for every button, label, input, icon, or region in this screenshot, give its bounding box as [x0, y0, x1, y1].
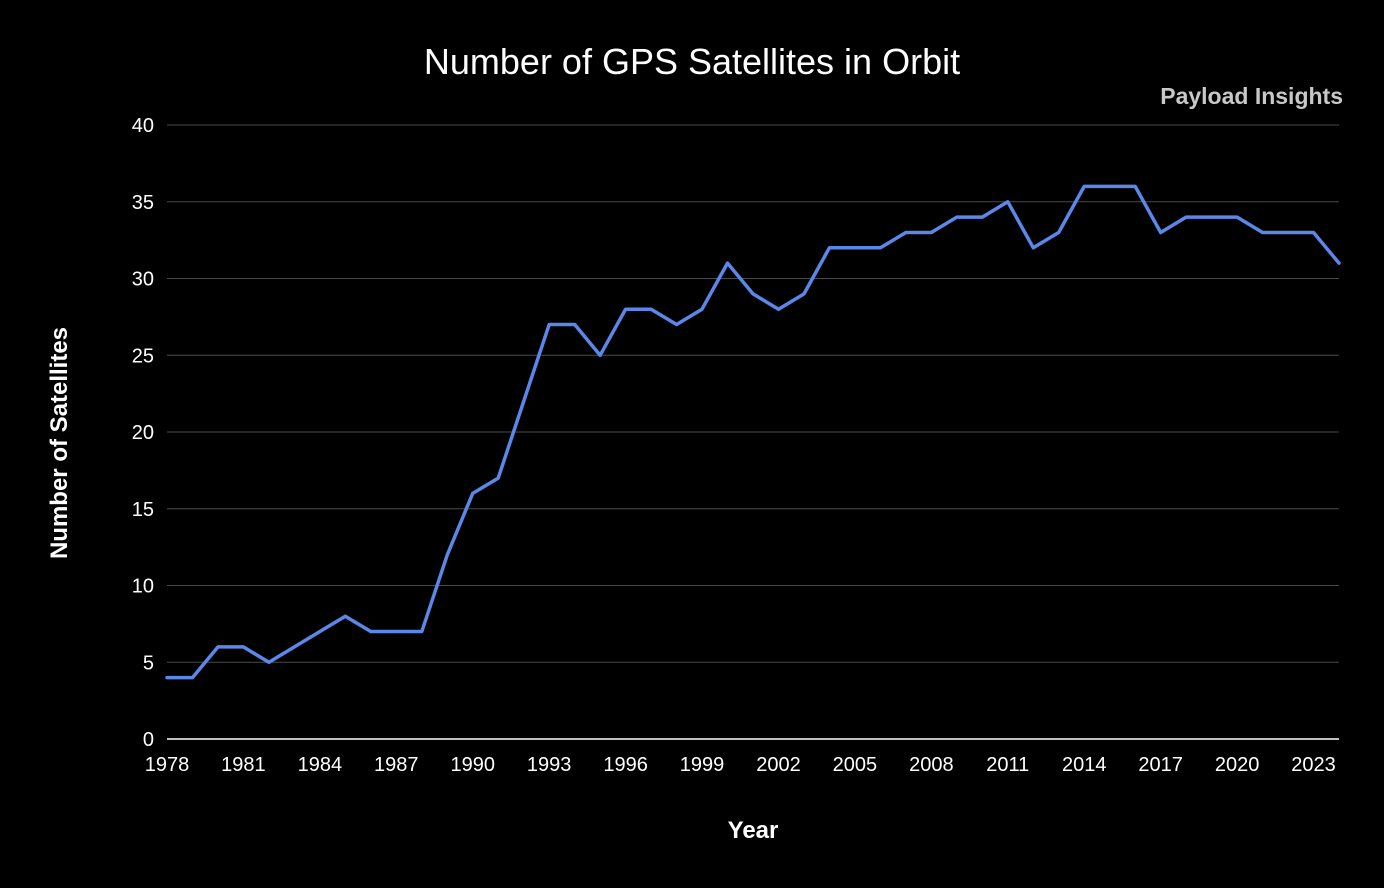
x-tick-label: 1981: [221, 754, 266, 776]
y-axis-ticks: 0 5 10 15 20 25 30 35 40: [132, 115, 154, 751]
y-tick-label: 15: [132, 499, 154, 521]
x-tick-label: 2002: [756, 754, 801, 776]
x-tick-label: 1978: [145, 754, 190, 776]
x-tick-label: 1993: [527, 754, 572, 776]
x-tick-label: 1996: [603, 754, 648, 776]
y-tick-label: 5: [143, 652, 154, 674]
x-tick-label: 2020: [1215, 754, 1260, 776]
chart-title: Number of GPS Satellites in Orbit: [424, 41, 960, 82]
y-tick-label: 30: [132, 269, 154, 291]
x-tick-label: 2017: [1138, 754, 1183, 776]
x-tick-label: 2014: [1062, 754, 1107, 776]
y-tick-label: 25: [132, 345, 154, 367]
y-tick-label: 20: [132, 422, 154, 444]
x-axis-label: Year: [728, 817, 779, 844]
x-tick-label: 2011: [986, 754, 1029, 776]
x-tick-label: 1999: [680, 754, 725, 776]
y-tick-label: 40: [132, 115, 154, 137]
y-tick-label: 10: [132, 576, 154, 598]
watermark-label: Payload Insights: [1160, 83, 1343, 109]
x-tick-label: 2008: [909, 754, 954, 776]
y-tick-label: 35: [132, 192, 154, 214]
gridlines: [167, 124, 1339, 740]
x-tick-label: 2023: [1291, 754, 1336, 776]
y-axis-label: Number of Satellites: [46, 327, 73, 559]
x-tick-label: 1987: [374, 754, 419, 776]
series-line: [165, 184, 1341, 680]
x-tick-label: 1984: [298, 754, 343, 776]
series-layer: [165, 184, 1341, 680]
x-tick-label: 2005: [833, 754, 878, 776]
x-axis-ticks: 1978 1981 1984 1987 1990 1993 1996 1999 2002 2005…: [145, 754, 1336, 776]
x-tick-label: 1990: [450, 754, 495, 776]
y-tick-label: 0: [143, 729, 154, 751]
